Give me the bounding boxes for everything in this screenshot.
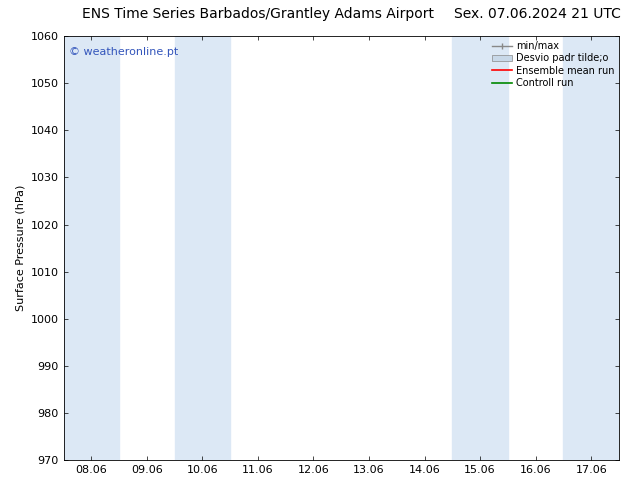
Text: © weatheronline.pt: © weatheronline.pt xyxy=(69,47,178,57)
Y-axis label: Surface Pressure (hPa): Surface Pressure (hPa) xyxy=(15,185,25,311)
Legend: min/max, Desvio padr tilde;o, Ensemble mean run, Controll run: min/max, Desvio padr tilde;o, Ensemble m… xyxy=(489,38,617,91)
Text: ENS Time Series Barbados/Grantley Adams Airport: ENS Time Series Barbados/Grantley Adams … xyxy=(82,7,434,22)
Text: Sex. 07.06.2024 21 UTC: Sex. 07.06.2024 21 UTC xyxy=(455,7,621,22)
Bar xyxy=(63,36,119,460)
Bar xyxy=(564,36,619,460)
Bar xyxy=(174,36,230,460)
Bar xyxy=(453,36,508,460)
